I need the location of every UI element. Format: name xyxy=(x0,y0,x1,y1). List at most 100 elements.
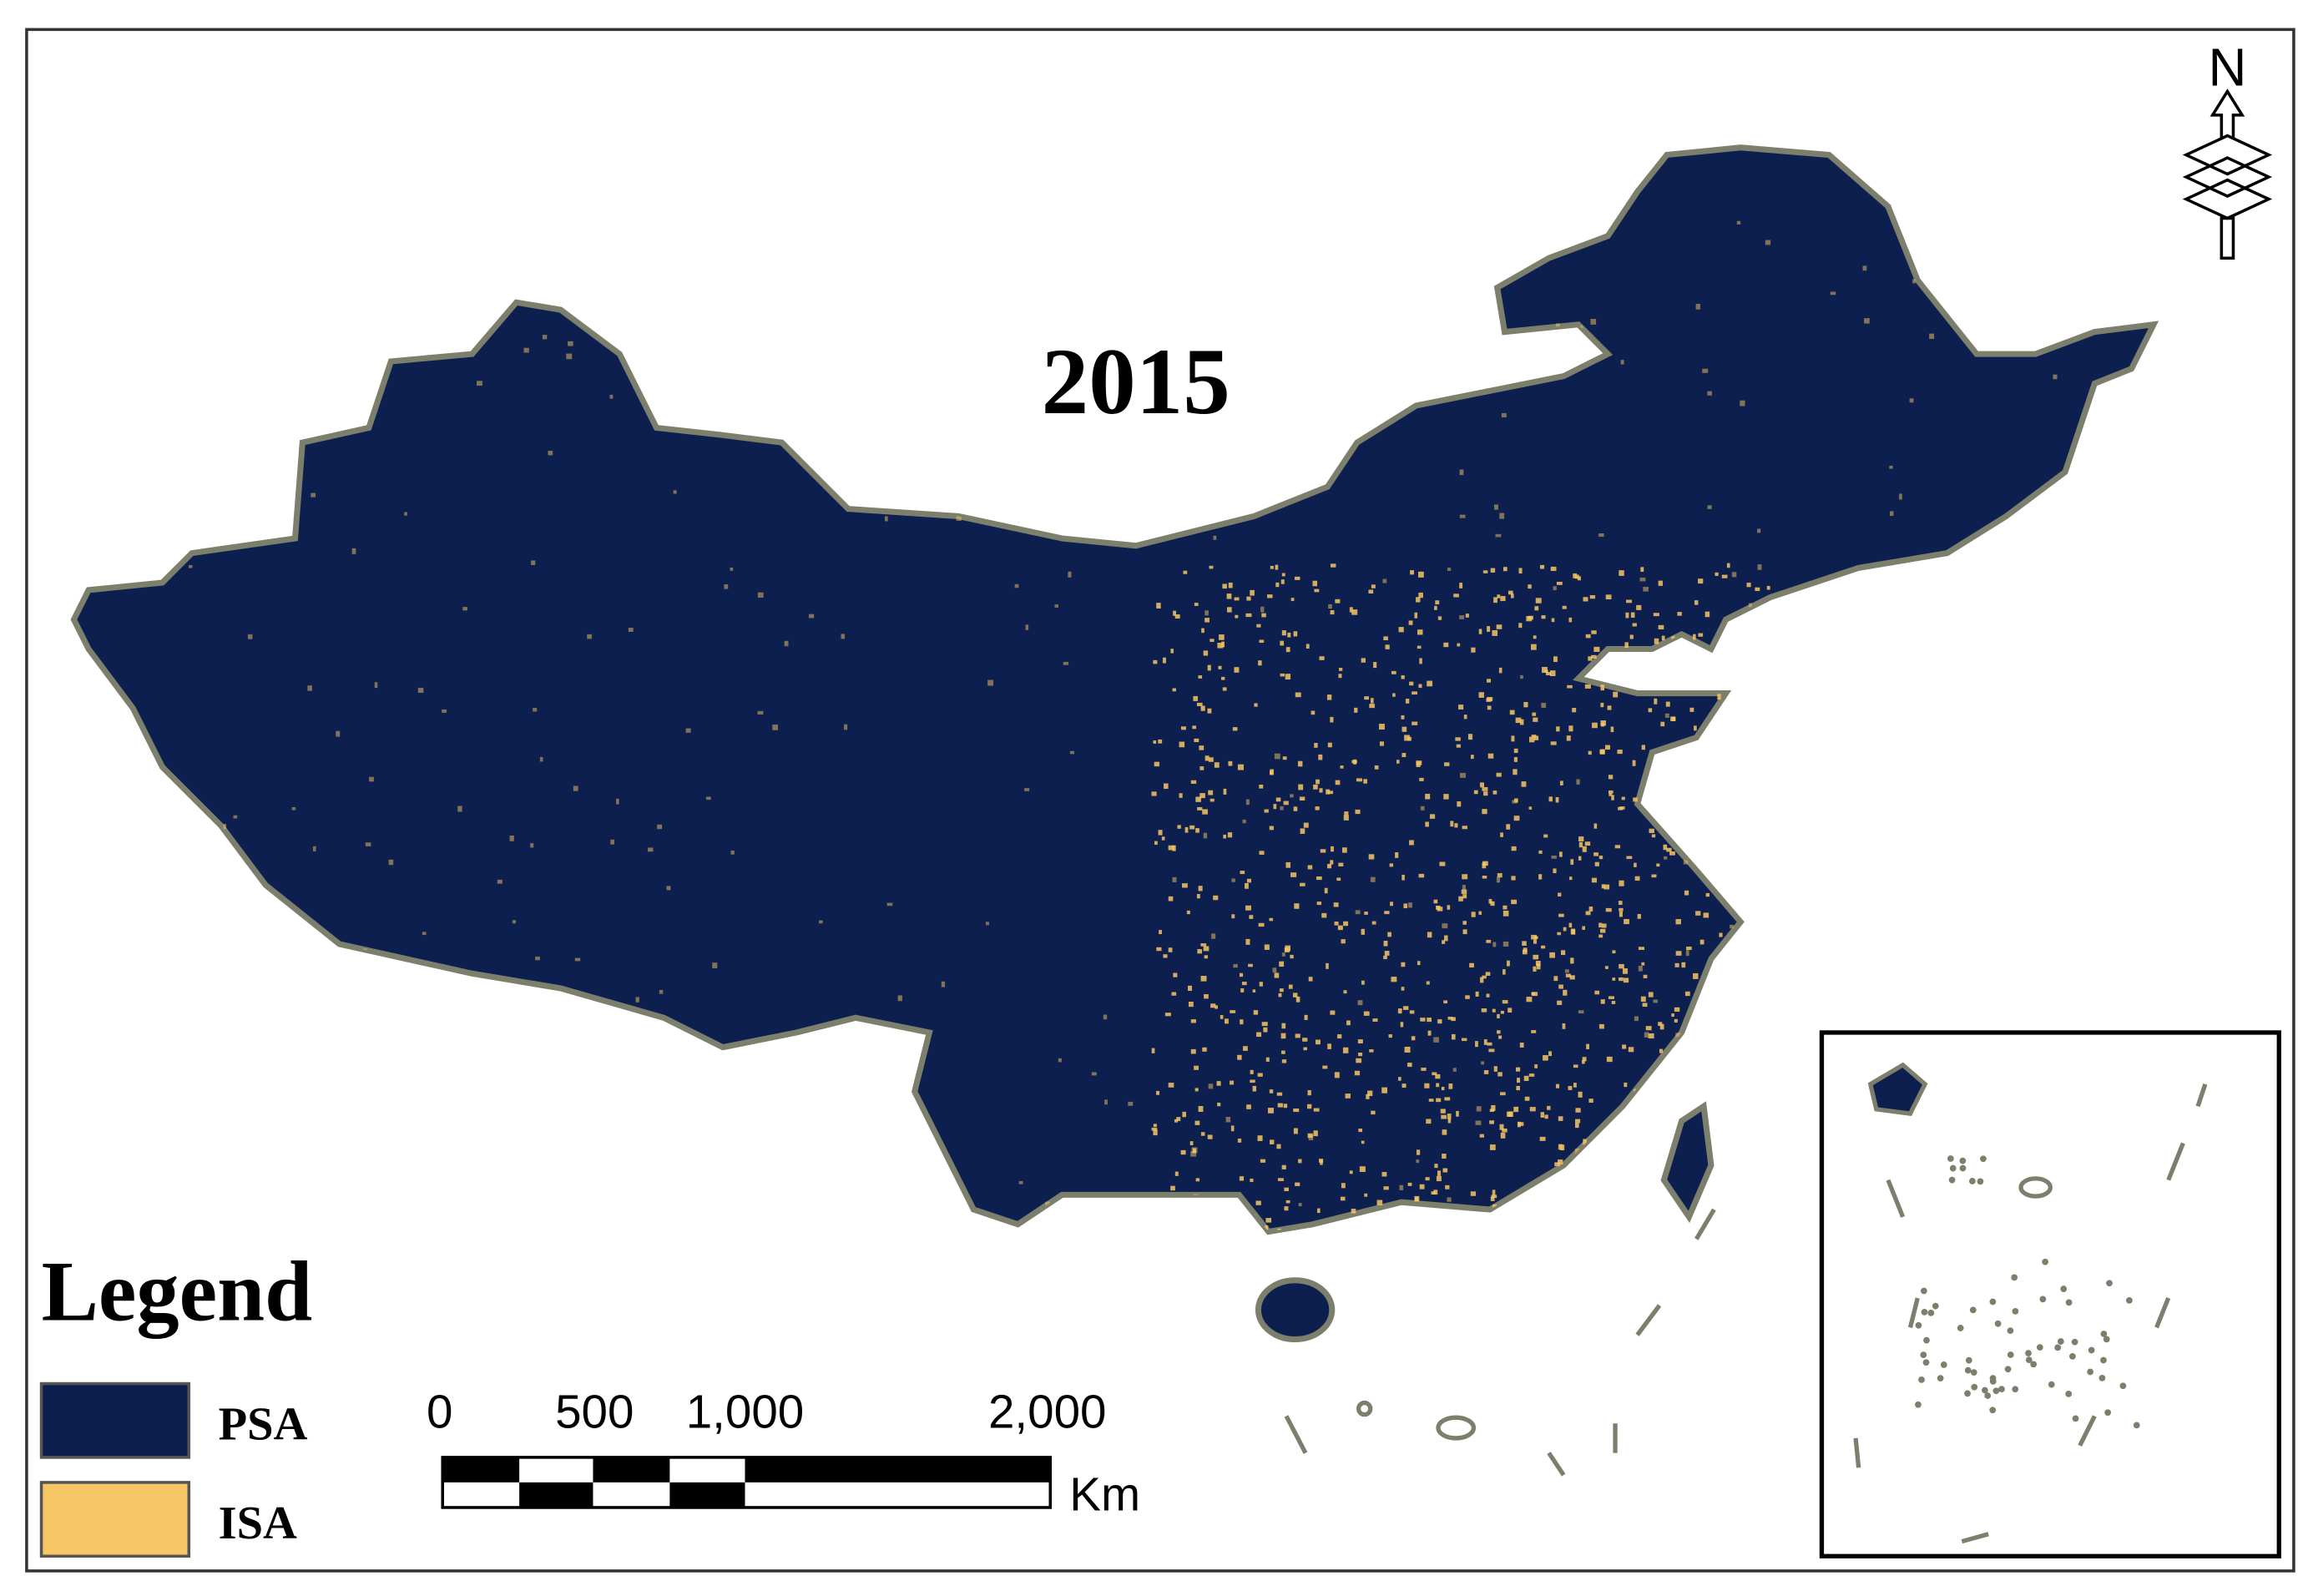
isa-speckle xyxy=(1492,942,1497,947)
scale-unit: Km xyxy=(1069,1468,1140,1521)
isa-speckle xyxy=(1294,903,1300,909)
isa-speckle xyxy=(1553,656,1558,663)
scale-label: 0 xyxy=(427,1386,452,1438)
isa-speckle xyxy=(1250,1079,1255,1083)
isa-speckle xyxy=(1471,755,1474,760)
isa-speckle xyxy=(1219,634,1225,640)
isa-speckle xyxy=(1513,816,1520,821)
isa-speckle xyxy=(1591,877,1598,883)
isa-speckle xyxy=(2053,374,2058,380)
isa-speckle xyxy=(1208,1083,1214,1089)
isa-speckle xyxy=(523,347,529,353)
isa-speckle xyxy=(1507,1008,1513,1013)
isa-speckle xyxy=(1241,982,1247,986)
isa-speckle xyxy=(712,962,718,968)
isa-speckle xyxy=(1298,1203,1302,1207)
isa-speckle xyxy=(1161,836,1165,841)
island xyxy=(1940,1361,1947,1368)
isa-speckle xyxy=(1279,988,1284,992)
isa-speckle xyxy=(1479,1134,1484,1138)
isa-speckle xyxy=(1612,950,1616,954)
isa-speckle xyxy=(1308,1134,1314,1141)
isa-speckle xyxy=(1195,796,1201,802)
isa-speckle xyxy=(673,490,677,494)
isa-speckle xyxy=(1707,391,1712,396)
isa-speckle xyxy=(1538,874,1543,880)
inset-map xyxy=(1819,1030,2281,1558)
isa-speckle xyxy=(1263,1027,1268,1033)
isa-speckle xyxy=(1575,1108,1581,1113)
isa-speckle xyxy=(1443,1000,1448,1004)
isa-speckle xyxy=(1202,809,1208,815)
isa-speckle xyxy=(1560,1144,1565,1151)
isa-speckle xyxy=(1553,868,1557,874)
isa-speckle xyxy=(1428,1099,1434,1102)
isa-speckle xyxy=(1361,1140,1365,1144)
isa-speckle xyxy=(1303,822,1309,828)
isa-speckle xyxy=(1371,698,1374,704)
isa-speckle xyxy=(1427,932,1432,938)
isa-speckle xyxy=(1594,990,1600,995)
isa-speckle xyxy=(1389,863,1394,867)
isa-speckle xyxy=(1091,1072,1097,1076)
isa-speckle xyxy=(1361,658,1366,663)
isa-speckle xyxy=(1341,939,1346,944)
isa-speckle xyxy=(1482,975,1487,979)
isa-speckle xyxy=(1187,985,1193,991)
isa-speckle xyxy=(1204,610,1209,616)
isa-speckle xyxy=(1383,636,1388,641)
isa-speckle xyxy=(1208,757,1214,762)
isa-speckle xyxy=(1327,1043,1331,1049)
isa-speckle xyxy=(1583,597,1588,602)
isa-speckle xyxy=(1556,726,1560,732)
isa-speckle xyxy=(1371,921,1376,925)
isa-speckle xyxy=(1511,846,1517,851)
isa-speckle xyxy=(1265,1225,1269,1230)
isa-speckle xyxy=(1515,1067,1521,1072)
island xyxy=(1965,1356,1972,1364)
isa-speckle xyxy=(1168,896,1174,902)
isa-speckle xyxy=(1496,772,1502,777)
isa-speckle xyxy=(1663,844,1668,851)
isa-speckle xyxy=(1202,1047,1207,1052)
isa-speckle xyxy=(1532,712,1537,716)
island xyxy=(2133,1422,2140,1429)
isa-speckle xyxy=(1182,1111,1186,1118)
isa-speckle xyxy=(1338,674,1342,679)
isa-speckle xyxy=(1558,1116,1563,1121)
island xyxy=(1949,1164,1957,1172)
isa-speckle xyxy=(1447,1114,1452,1119)
isa-speckle xyxy=(956,515,962,521)
isa-speckle xyxy=(1583,1139,1587,1145)
isa-speckle xyxy=(1318,754,1323,760)
isa-speckle xyxy=(1549,670,1556,677)
isa-speckle xyxy=(1501,412,1507,417)
isa-speckle xyxy=(1618,806,1624,811)
isa-speckle xyxy=(1643,974,1648,978)
isa-speckle xyxy=(1547,1105,1551,1110)
isa-speckle xyxy=(1553,586,1557,591)
isa-speckle xyxy=(533,708,538,712)
isa-speckle xyxy=(1285,1200,1290,1204)
isa-speckle xyxy=(1618,901,1623,906)
isa-speckle xyxy=(1665,701,1670,707)
island xyxy=(1921,1308,1928,1316)
isa-speckle xyxy=(1562,605,1567,609)
isa-speckle xyxy=(1518,1122,1524,1126)
isa-speckle xyxy=(1193,695,1199,701)
inset-frame xyxy=(1819,1030,2281,1558)
isa-speckle xyxy=(1257,1073,1263,1077)
isa-speckle xyxy=(1610,726,1614,733)
isa-speckle xyxy=(1442,1129,1447,1135)
isa-speckle xyxy=(1158,830,1163,836)
isa-speckle xyxy=(1487,696,1493,701)
isa-speckle xyxy=(1290,794,1294,798)
isa-speckle xyxy=(1608,775,1614,780)
isa-speckle xyxy=(1611,795,1614,801)
isa-speckle xyxy=(884,516,888,522)
isa-speckle xyxy=(1731,572,1737,578)
isa-speckle xyxy=(1626,599,1633,604)
isa-speckle xyxy=(1611,1001,1616,1004)
isa-speckle xyxy=(1454,823,1458,828)
isa-speckle xyxy=(1588,1099,1593,1104)
